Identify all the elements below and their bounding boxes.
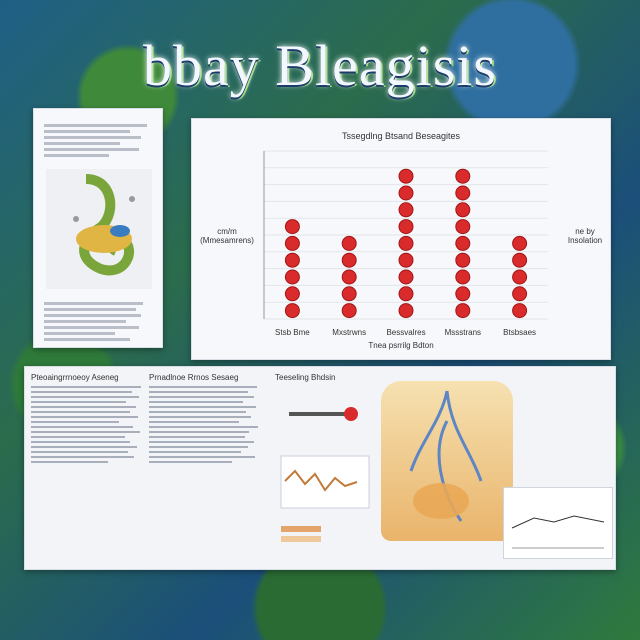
doc-column-1: Pteoaingrrnoeoy Aseneg (31, 373, 141, 466)
chart-point (512, 252, 528, 268)
chart-x-tick-label: Mssstrans (445, 328, 481, 337)
chart-point (398, 202, 414, 218)
chart-point (455, 286, 471, 302)
left-document-panel (33, 108, 163, 348)
chart-x-tick-label: Mxstrwns (332, 328, 366, 337)
chart-point (512, 235, 528, 251)
chart-point (284, 286, 300, 302)
left-doc-text-lines-bottom (44, 299, 152, 344)
chart-point (284, 252, 300, 268)
bottom-right-mini-chart (503, 487, 613, 559)
chart-point (455, 303, 471, 319)
chart-point (341, 303, 357, 319)
chart-x-axis-label: Tnea psrrilg Bdton (368, 341, 434, 350)
chart-x-tick-label: Stsb Bme (275, 328, 310, 337)
chart-point (455, 168, 471, 184)
chart-point (455, 235, 471, 251)
left-doc-text-lines (44, 121, 152, 160)
chart-point (455, 269, 471, 285)
chart-point (398, 219, 414, 235)
chart-plot-area: Stsb Bme Mxstrwns Bessvalres Mssstrans Btsbs… (263, 150, 548, 337)
chart-point (284, 219, 300, 235)
chart-point (398, 303, 414, 319)
organ-illustration (46, 169, 152, 289)
chart-point (512, 303, 528, 319)
chart-point (398, 286, 414, 302)
chart-right-label: ne by Insolation (567, 227, 603, 245)
chart-y-axis-label: cm/m (Mmesamrens) (200, 227, 254, 245)
chart-point (398, 185, 414, 201)
doc-mini-graphs (280, 407, 370, 542)
chart-x-tick-label: Btsbsaes (503, 328, 536, 337)
chart-x-tick-label: Bessvalres (386, 328, 425, 337)
chart-panel: Tssegdlng Btsand Beseagites cm/m (Mmesam… (191, 118, 611, 360)
chart-point (512, 269, 528, 285)
anatomy-illustration (381, 381, 513, 541)
chart-point (512, 286, 528, 302)
chart-point (398, 252, 414, 268)
bottom-document-panel: Pteoaingrrnoeoy Aseneg Prnadlnoe Rrnos S… (24, 366, 616, 570)
chart-point (455, 219, 471, 235)
chart-point (341, 252, 357, 268)
chart-point (284, 303, 300, 319)
doc-column-1-header: Pteoaingrrnoeoy Aseneg (31, 373, 119, 382)
chart-point (398, 269, 414, 285)
chart-title: Tssegdlng Btsand Beseagites (341, 131, 461, 141)
chart-point (455, 202, 471, 218)
chart-point (341, 269, 357, 285)
page-title: bbay Bleagisis (143, 33, 497, 98)
chart-point (398, 235, 414, 251)
chart-point (284, 269, 300, 285)
chart-point (341, 286, 357, 302)
chart-point (455, 185, 471, 201)
chart-point (398, 168, 414, 184)
doc-column-2: Prnadlnoe Rrnos Sesaeg (149, 373, 259, 466)
doc-column-3: Teeseling Bhdsin (275, 373, 373, 561)
chart-point (341, 235, 357, 251)
chart-point (455, 252, 471, 268)
doc-column-2-header: Prnadlnoe Rrnos Sesaeg (149, 373, 239, 382)
doc-column-3-header: Teeseling Bhdsin (275, 373, 336, 382)
chart-point (284, 235, 300, 251)
